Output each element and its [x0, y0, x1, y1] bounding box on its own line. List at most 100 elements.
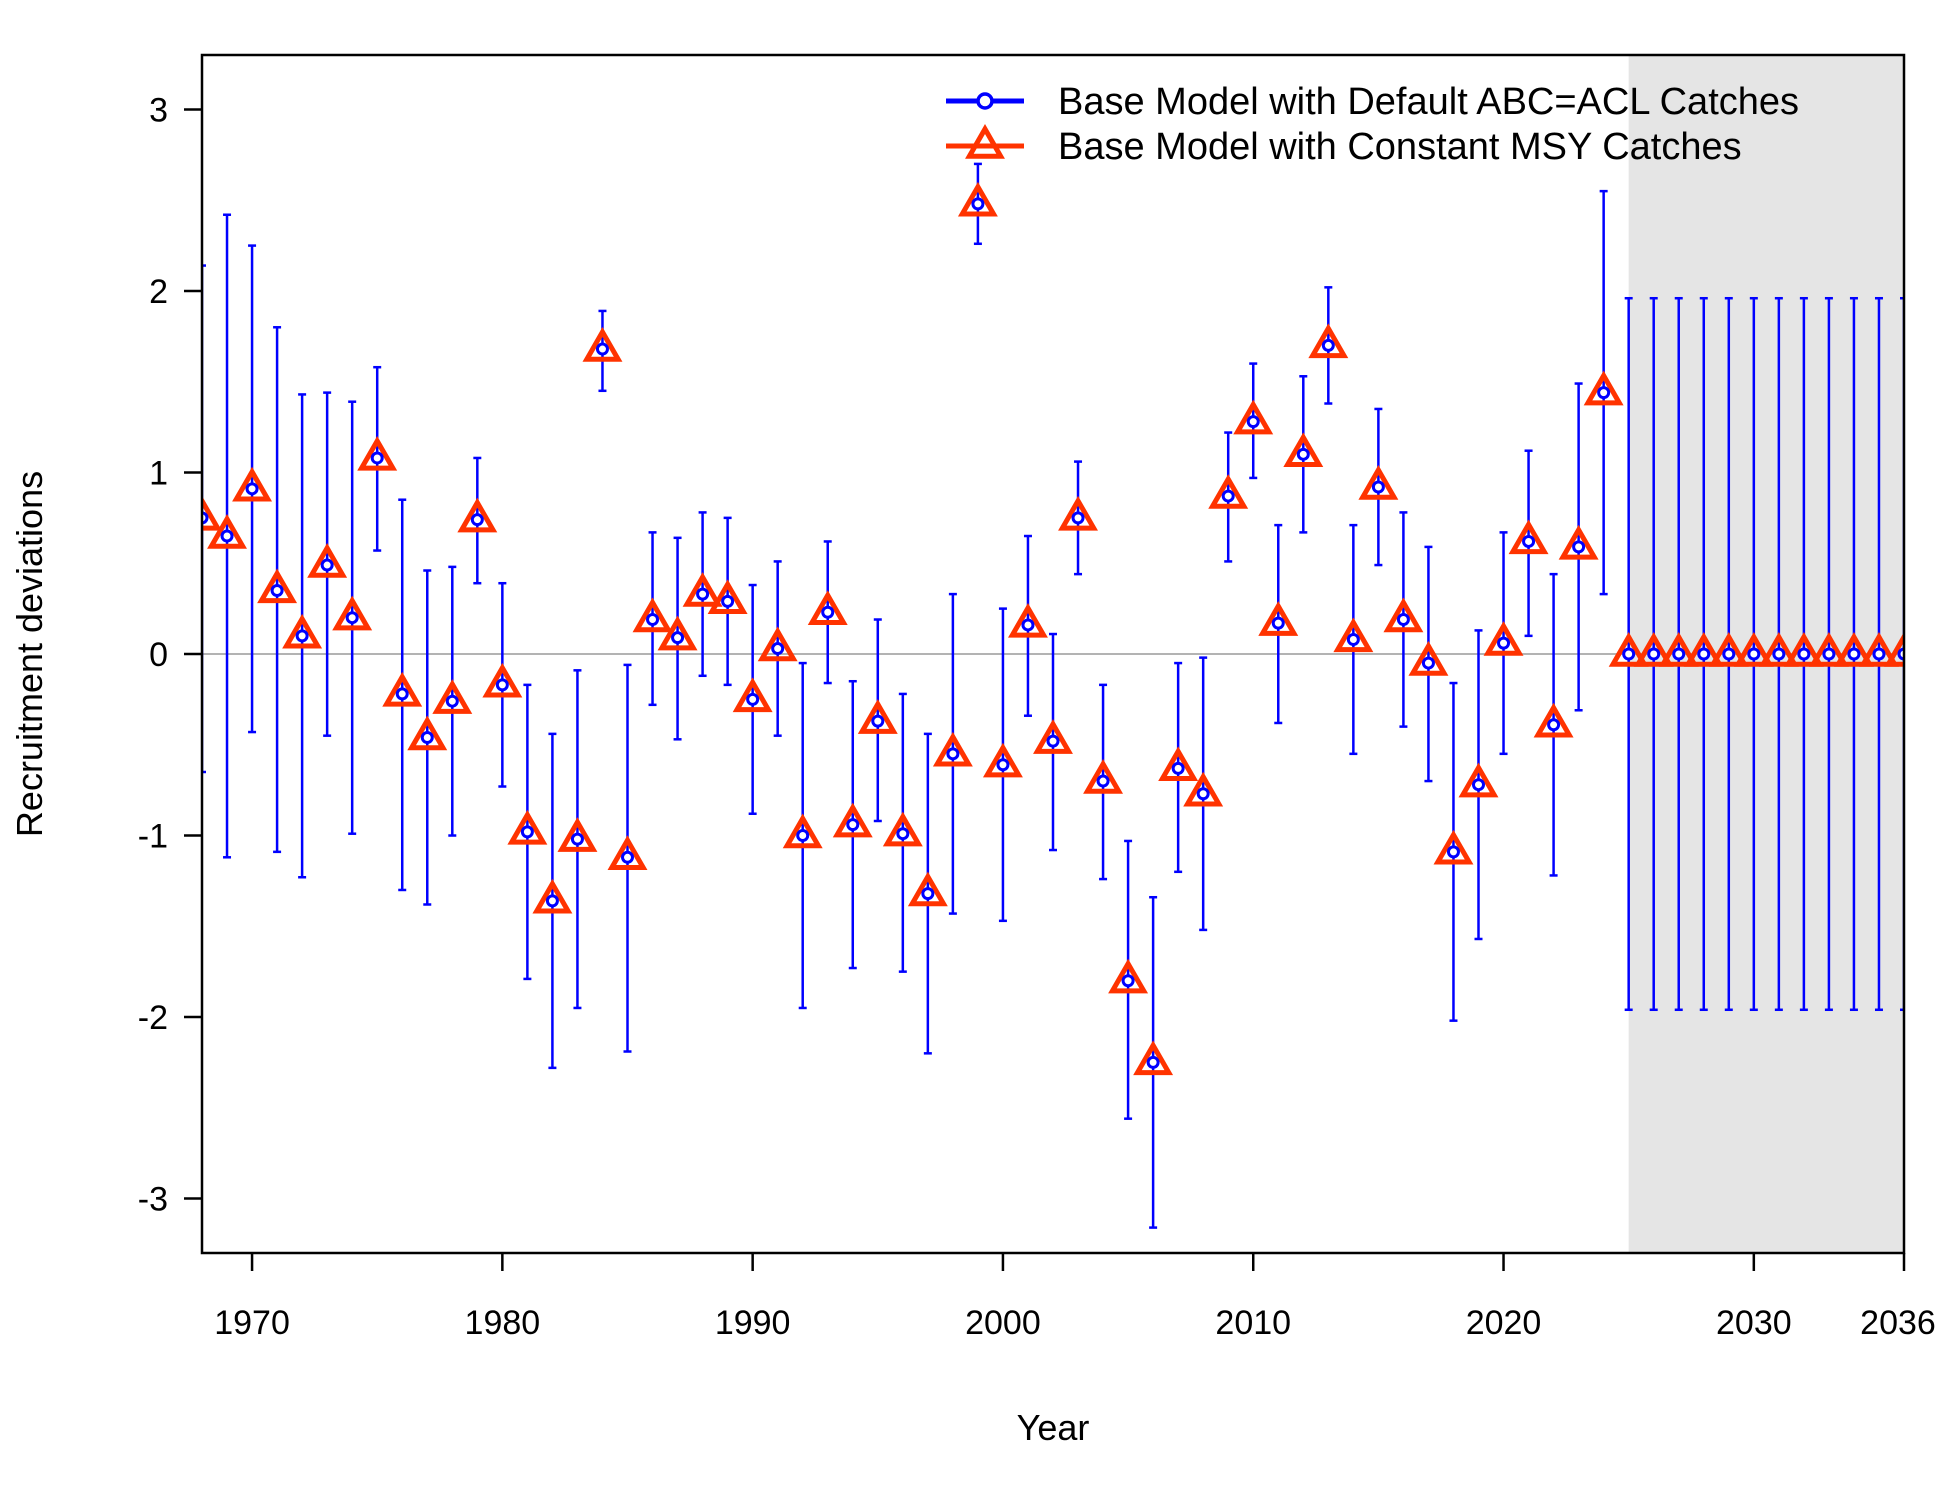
x-tick-label: 1990: [715, 1304, 791, 1342]
series-1-point: [871, 714, 885, 728]
series-1-point: [1747, 647, 1761, 661]
series-2-point: [232, 466, 273, 502]
series-1-point: [1472, 778, 1485, 792]
series-1-point: [646, 613, 660, 627]
series-2-point: [1158, 746, 1199, 782]
series-1-point: [1171, 761, 1185, 775]
series-2-point: [1183, 771, 1224, 807]
series-2-point: [1358, 464, 1399, 500]
series-1-point: [520, 825, 534, 839]
series-1-point: [671, 631, 685, 645]
series-2-point: [1458, 762, 1499, 798]
series-1-point: [1146, 1055, 1160, 1069]
series-2-point: [1383, 597, 1424, 633]
series-1-point: [1797, 647, 1811, 661]
series-2-point: [332, 595, 373, 631]
series-1-point: [545, 894, 559, 908]
series-2-point: [1708, 631, 1749, 667]
series-2-point: [307, 543, 348, 578]
series-1-point: [245, 482, 259, 496]
series-1-point: [1196, 787, 1210, 801]
series-2-point: [582, 327, 623, 362]
x-axis-title: Year: [1017, 1407, 1090, 1448]
series-2-point: [882, 811, 923, 847]
series-1-point: [470, 513, 484, 527]
y-axis-title: Recruitment deviations: [9, 471, 50, 837]
legend-entry: Base Model with Constant MSY Catches: [946, 123, 1742, 168]
series-1-point: [220, 529, 234, 543]
series-1-point: [420, 730, 434, 744]
series-2-point: [202, 495, 222, 531]
series-1-point: [1221, 489, 1235, 503]
series-1-point: [1296, 447, 1310, 461]
error-bar: [1900, 296, 1904, 1012]
series-1-point: [445, 694, 459, 708]
x-tick-label: 2010: [1215, 1304, 1291, 1342]
series-1-point: [696, 587, 710, 601]
series-2-point: [1133, 1040, 1174, 1076]
series-2-point: [257, 568, 298, 604]
series-1-point: [796, 829, 810, 843]
series-2-point: [1483, 621, 1524, 656]
series-1-point: [295, 629, 309, 643]
series-2-point: [1433, 829, 1474, 865]
series-1-point: [320, 558, 334, 572]
series-2-point: [932, 731, 973, 767]
series-1-point: [1096, 774, 1110, 788]
series-1-point: [846, 818, 860, 832]
series-2-point: [807, 590, 848, 625]
y-tick-label: 1: [149, 454, 168, 492]
series-1-point: [1622, 647, 1636, 661]
error-bar: [202, 264, 206, 774]
series-2-point: [357, 435, 398, 471]
series-1-point: [1271, 616, 1285, 630]
series-1-point: [1071, 511, 1085, 525]
series-1-point: [771, 642, 785, 656]
series-1-point: [621, 850, 634, 864]
series-1-point: [1772, 647, 1786, 661]
series-1-point: [1021, 618, 1035, 632]
series-2-point: [607, 835, 648, 870]
series-1-point: [1346, 632, 1360, 646]
series-2-point: [732, 677, 773, 713]
y-tick-label: -2: [138, 999, 168, 1037]
series-2-point: [457, 497, 498, 533]
y-tick-label: 3: [149, 91, 168, 129]
series-2-point: [1608, 631, 1649, 667]
series-2-point: [982, 742, 1023, 778]
legend-label: Base Model with Constant MSY Catches: [1058, 126, 1742, 168]
series-1-point: [921, 887, 935, 901]
series-2-point: [1508, 519, 1549, 555]
series-1-point: [971, 197, 985, 211]
series-1-point: [595, 342, 609, 356]
series-2-point: [1083, 759, 1124, 794]
series-1-point: [345, 611, 359, 625]
series-1-point: [946, 747, 960, 761]
series-1-point: [1396, 613, 1410, 627]
series-2-point: [407, 715, 448, 751]
series-2-point: [707, 579, 748, 615]
series-2-point: [682, 572, 723, 607]
x-tick-label: 2000: [965, 1304, 1041, 1342]
series-2-point: [207, 513, 247, 549]
series-1-point: [1321, 338, 1335, 352]
series-2-point: [1658, 631, 1699, 667]
x-tick-label: 2036: [1860, 1304, 1936, 1342]
series-1-point: [821, 605, 835, 619]
x-axis: 1970 1980 1990 2000 2010 2020 2030 2036: [214, 1253, 1936, 1342]
series-2-point: [832, 802, 873, 838]
series-2-point: [1884, 631, 1904, 667]
x-tick-label: 2020: [1466, 1304, 1542, 1342]
y-axis: -3 -2 -1 0 1 2 3: [138, 91, 202, 1219]
series-2-point: [1758, 631, 1799, 667]
series-2-point: [1733, 631, 1774, 667]
x-tick-label: 2030: [1716, 1304, 1792, 1342]
legend-entry: Base Model with Default ABC=ACL Catches: [946, 81, 1799, 123]
series-1-point: [1722, 647, 1736, 661]
series-1-point: [1246, 415, 1260, 429]
series-2-point: [1808, 631, 1849, 667]
y-tick-label: 0: [149, 636, 168, 674]
series-2-point: [1208, 474, 1249, 509]
series-1-point: [270, 583, 284, 597]
